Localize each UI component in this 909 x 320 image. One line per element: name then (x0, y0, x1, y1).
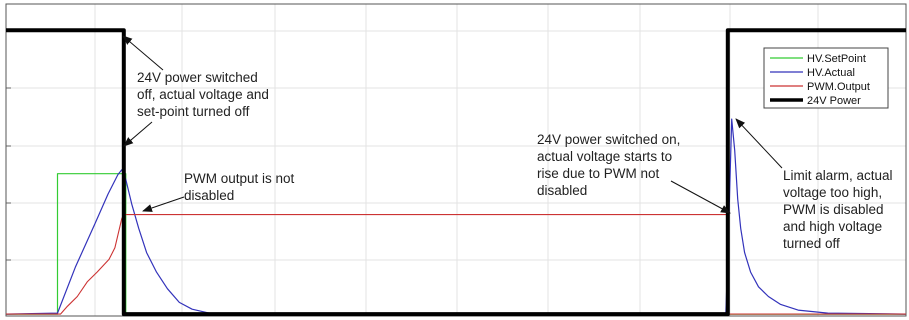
legend-label-hv-setpoint: HV.SetPoint (807, 53, 866, 65)
svg-text:24V power switched on, a: 24V power switched on, actual voltage st… (537, 132, 684, 198)
svg-text:PWM output is not disabl: PWM output is not disabled (184, 171, 298, 203)
series-layer (5, 28, 907, 317)
annotation-line: set-point turned off (137, 104, 250, 119)
annotation-arrow (670, 180, 731, 214)
legend-label-hv-actual: HV.Actual (807, 67, 855, 79)
annotation-line: disabled (184, 188, 234, 203)
annotation-line: PWM is disabled (783, 202, 884, 217)
annotation-power-off: 24V power switched off, actual voltage a… (122, 35, 273, 147)
series-line-24v-power (6, 28, 906, 317)
annotation-line: actual voltage starts to (537, 149, 672, 164)
annotation-line: 24V power switched (137, 70, 258, 85)
legend-label-pwm-output: PWM.Output (807, 81, 870, 93)
svg-text:24V power switched off,: 24V power switched off, actual voltage a… (137, 70, 273, 119)
annotation-pwm-not-disabled: PWM output is not disabled (142, 171, 298, 212)
annotation-arrow (122, 35, 164, 71)
annotation-line: rise due to PWM not (537, 166, 660, 181)
annotation-line: PWM output is not (184, 171, 295, 186)
annotation-limit-alarm: Limit alarm, actual voltage too high, PW… (735, 118, 896, 251)
annotation-arrow (735, 118, 783, 169)
svg-text:Limit alarm, actual volt: Limit alarm, actual voltage too high, PW… (783, 168, 896, 251)
legend: HV.SetPoint HV.Actual PWM.Output 24V Pow… (763, 47, 889, 109)
annotation-arrow (123, 121, 153, 147)
annotation-line: voltage too high, (783, 185, 882, 200)
annotation-line: off, actual voltage and (137, 87, 269, 102)
annotation-line: turned off (783, 236, 840, 251)
annotation-line: Limit alarm, actual (783, 168, 893, 183)
annotation-power-on: 24V power switched on, actual voltage st… (537, 132, 731, 214)
annotation-line: 24V power switched on, (537, 132, 680, 147)
annotation-line: disabled (537, 183, 587, 198)
annotation-line: and high voltage (783, 219, 882, 234)
annotation-arrow (142, 196, 185, 212)
plot-area (6, 4, 906, 316)
legend-label-24v-power: 24V Power (807, 95, 861, 107)
